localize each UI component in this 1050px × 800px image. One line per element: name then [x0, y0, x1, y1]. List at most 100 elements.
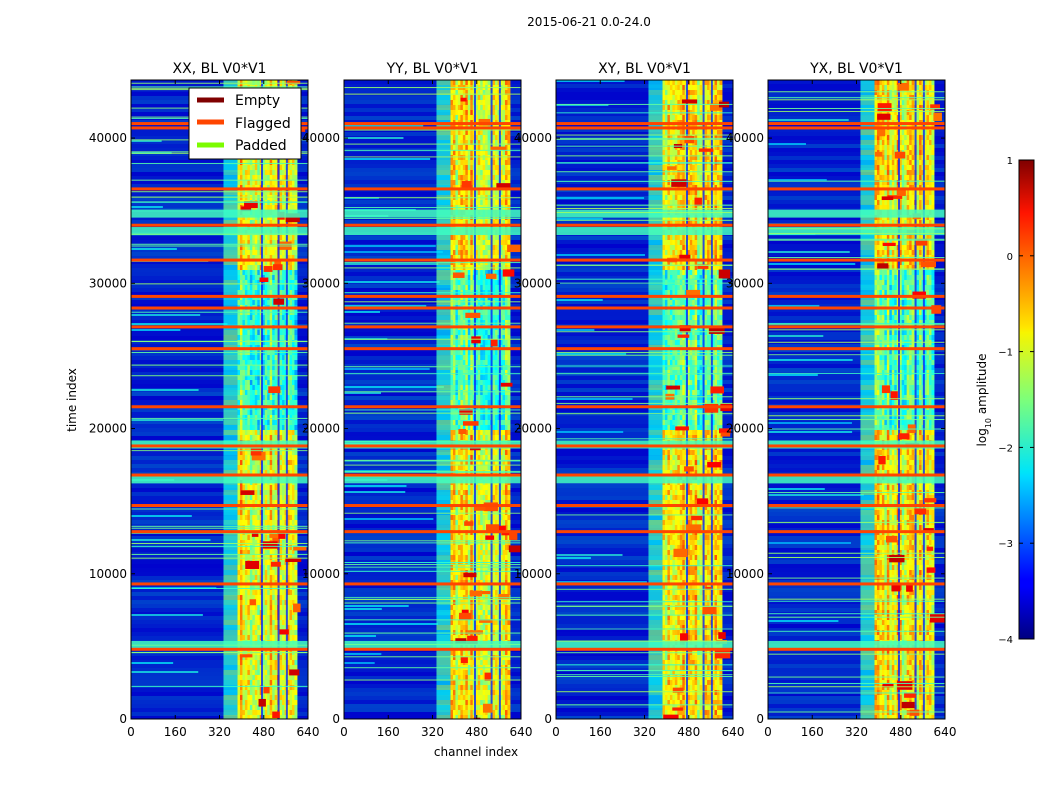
panel-title: XY, BL V0*V1 — [598, 61, 691, 77]
flagged-row — [131, 187, 308, 191]
flagged-row — [131, 530, 308, 534]
flagged-row — [556, 294, 733, 298]
flagged-row — [768, 325, 945, 329]
flagged-row — [131, 258, 308, 262]
heatmap-1 — [344, 80, 521, 719]
flagged-row — [556, 223, 733, 227]
flagged-row — [344, 647, 521, 651]
flagged-row — [768, 582, 945, 586]
flagged-row — [556, 122, 733, 126]
flagged-row — [344, 444, 521, 448]
flagged-row — [131, 504, 308, 508]
heatmap-0 — [131, 80, 308, 719]
flagged-row — [768, 347, 945, 351]
legend-label-padded: Padded — [235, 138, 287, 154]
x-tick-label: 0 — [340, 725, 348, 739]
flagged-row — [344, 405, 521, 409]
x-tick-label: 480 — [465, 725, 488, 739]
flagged-row — [768, 294, 945, 298]
flagged-row — [344, 530, 521, 534]
y-tick-label: 30000 — [89, 276, 127, 290]
colorbar-gradient — [1018, 159, 1035, 640]
flagged-row — [556, 647, 733, 651]
x-tick-label: 640 — [722, 725, 745, 739]
colorbar-tick-label: 0 — [1007, 252, 1013, 263]
flagged-row — [131, 582, 308, 586]
flagged-row — [556, 187, 733, 191]
y-tick-label: 20000 — [89, 422, 127, 436]
x-tick-label: 480 — [252, 725, 275, 739]
flagged-row — [131, 444, 308, 448]
panel-3: YX, BL V0*V1 0 160 320 480 640 0 10000 20000 3000… — [726, 61, 957, 739]
panel-2: XY, BL V0*V1 0 160 320 480 640 0 10000 20000 3000… — [514, 61, 745, 739]
colorbar-label: log10 amplitude — [975, 354, 993, 447]
x-tick-label: 640 — [297, 725, 320, 739]
flagged-row — [344, 473, 521, 477]
legend-label-flagged: Flagged — [235, 116, 291, 132]
y-axis-label: time index — [65, 368, 79, 432]
flagged-row — [556, 530, 733, 534]
legend: Empty Flagged Padded — [188, 87, 302, 160]
flagged-row — [131, 223, 308, 227]
flagged-row — [768, 405, 945, 409]
colorbar-tick-label: −2 — [998, 443, 1013, 454]
flagged-row — [556, 347, 733, 351]
colorbar-tick-label: −1 — [998, 348, 1013, 359]
y-tick-label: 30000 — [514, 276, 552, 290]
x-tick-label: 160 — [801, 725, 824, 739]
y-tick-label: 20000 — [302, 422, 340, 436]
figure-title: 2015-06-21 0.0-24.0 — [527, 15, 651, 29]
y-tick-label: 40000 — [302, 131, 340, 145]
flagged-row — [344, 122, 521, 126]
flagged-row — [131, 347, 308, 351]
flagged-row — [344, 582, 521, 586]
heatmap-2 — [556, 80, 733, 719]
flagged-row — [344, 347, 521, 351]
flagged-row — [768, 258, 945, 262]
y-tick-label: 30000 — [302, 276, 340, 290]
flagged-row — [556, 504, 733, 508]
y-tick-label: 0 — [756, 712, 764, 726]
flagged-row — [344, 126, 521, 130]
x-tick-label: 320 — [421, 725, 444, 739]
flagged-row — [131, 405, 308, 409]
y-tick-label: 10000 — [89, 567, 127, 581]
flagged-row — [131, 294, 308, 298]
flagged-row — [556, 325, 733, 329]
y-tick-label: 20000 — [514, 422, 552, 436]
panel-title: YY, BL V0*V1 — [386, 61, 479, 77]
colorbar-ticks: 1 0 −1 −2 −3 −4 — [998, 156, 1034, 646]
flagged-row — [768, 530, 945, 534]
y-tick-label: 10000 — [302, 567, 340, 581]
flagged-row — [556, 444, 733, 448]
x-tick-label: 640 — [510, 725, 533, 739]
flagged-row — [344, 187, 521, 191]
flagged-row — [556, 473, 733, 477]
y-tick-label: 40000 — [726, 131, 764, 145]
y-tick-label: 30000 — [726, 276, 764, 290]
panel-title: XX, BL V0*V1 — [173, 61, 267, 77]
x-tick-label: 0 — [552, 725, 560, 739]
x-axis-label: channel index — [434, 745, 518, 759]
colorbar: 10−1−2−3−4 log10 amplitude — [975, 156, 1035, 646]
flagged-row — [131, 325, 308, 329]
flagged-row — [344, 294, 521, 298]
y-tick-label: 0 — [119, 712, 127, 726]
y-tick-label: 0 — [332, 712, 340, 726]
colorbar-tick-label: −4 — [998, 635, 1013, 646]
flagged-row — [131, 473, 308, 477]
flagged-row — [344, 306, 521, 310]
flagged-row — [556, 582, 733, 586]
flagged-row — [768, 126, 945, 130]
flagged-row — [556, 405, 733, 409]
panels-group: XX, BL V0*V1 0 160 320 480 640 0 10000 20000 3000… — [89, 61, 957, 739]
x-tick-label: 640 — [934, 725, 957, 739]
y-tick-label: 10000 — [514, 567, 552, 581]
panel-1: YY, BL V0*V1 0 160 320 480 640 0 10000 20000 3000… — [302, 61, 533, 739]
flagged-row — [768, 473, 945, 477]
flagged-row — [556, 126, 733, 130]
flagged-row — [344, 325, 521, 329]
x-tick-label: 160 — [377, 725, 400, 739]
x-tick-label: 320 — [208, 725, 231, 739]
